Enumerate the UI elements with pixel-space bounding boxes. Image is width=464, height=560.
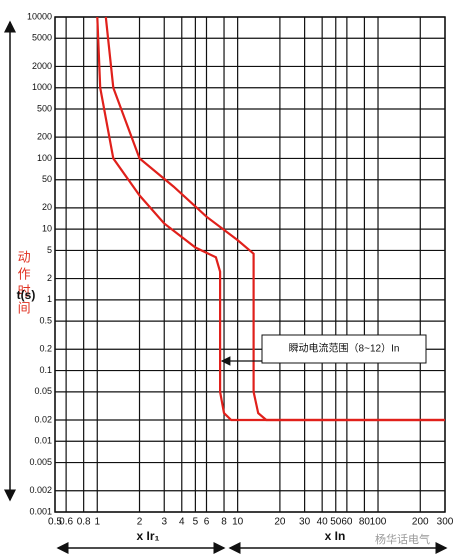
y-tick-label: 1000 bbox=[32, 82, 52, 92]
watermark: 杨华话电气 bbox=[375, 532, 430, 546]
y-tick-label: 0.02 bbox=[34, 414, 52, 424]
x-tick-label: 2 bbox=[137, 517, 143, 528]
x-tick-label: 8 bbox=[221, 517, 227, 528]
x-label-left: x Ir₁ bbox=[137, 529, 160, 543]
x-tick-label: 50 bbox=[330, 517, 342, 528]
x-tick-label: 60 bbox=[341, 517, 353, 528]
x-tick-label: 30 bbox=[299, 517, 311, 528]
y-label: 动作时间 bbox=[16, 250, 31, 318]
x-tick-label: 0.6 bbox=[59, 517, 73, 528]
x-tick-label: 200 bbox=[412, 517, 429, 528]
x-tick-label: 3 bbox=[161, 517, 167, 528]
y-tick-label: 2000 bbox=[32, 61, 52, 71]
x-tick-label: 10 bbox=[232, 517, 244, 528]
y-tick-label: 10000 bbox=[27, 11, 52, 21]
y-tick-label: 0.001 bbox=[29, 506, 52, 516]
x-tick-label: 1 bbox=[94, 517, 100, 528]
x-tick-label: 20 bbox=[274, 517, 286, 528]
x-tick-label: 0.5 bbox=[48, 517, 62, 528]
y-tick-label: 2 bbox=[47, 273, 52, 283]
y-tick-label: 0.5 bbox=[39, 316, 52, 326]
y-tick-label: 5000 bbox=[32, 33, 52, 43]
x-tick-label: 100 bbox=[370, 517, 387, 528]
x-tick-label: 5 bbox=[193, 517, 199, 528]
x-tick-label: 80 bbox=[359, 517, 371, 528]
annotation: 瞬动电流范围（8~12）In bbox=[289, 342, 400, 355]
y-tick-label: 500 bbox=[37, 103, 52, 113]
y-tick-label: 0.05 bbox=[34, 386, 52, 396]
y-tick-label: 0.01 bbox=[34, 436, 52, 446]
y-tick-label: 0.005 bbox=[29, 457, 52, 467]
curve bbox=[96, 16, 445, 422]
y-tick-label: 50 bbox=[42, 174, 52, 184]
y-tick-label: 20 bbox=[42, 202, 52, 212]
y-tick-label: 1 bbox=[47, 294, 52, 304]
x-label-right: x In bbox=[325, 529, 346, 543]
y-tick-label: 200 bbox=[37, 132, 52, 142]
y-tick-label: 5 bbox=[47, 245, 52, 255]
x-tick-label: 6 bbox=[204, 517, 210, 528]
y-tick-label: 10 bbox=[42, 224, 52, 234]
y-tick-label: 0.002 bbox=[29, 485, 52, 495]
x-tick-label: 40 bbox=[317, 517, 329, 528]
y-tick-label: 0.1 bbox=[39, 365, 52, 375]
y-tick-label: 100 bbox=[37, 153, 52, 163]
x-tick-label: 0.8 bbox=[77, 517, 91, 528]
y-tick-label: 0.2 bbox=[39, 344, 52, 354]
x-tick-label: 4 bbox=[179, 517, 185, 528]
annotation-box bbox=[261, 334, 427, 364]
y-label-unit: t(s) bbox=[17, 288, 36, 302]
curve bbox=[104, 16, 445, 422]
x-tick-label: 300 bbox=[437, 517, 454, 528]
